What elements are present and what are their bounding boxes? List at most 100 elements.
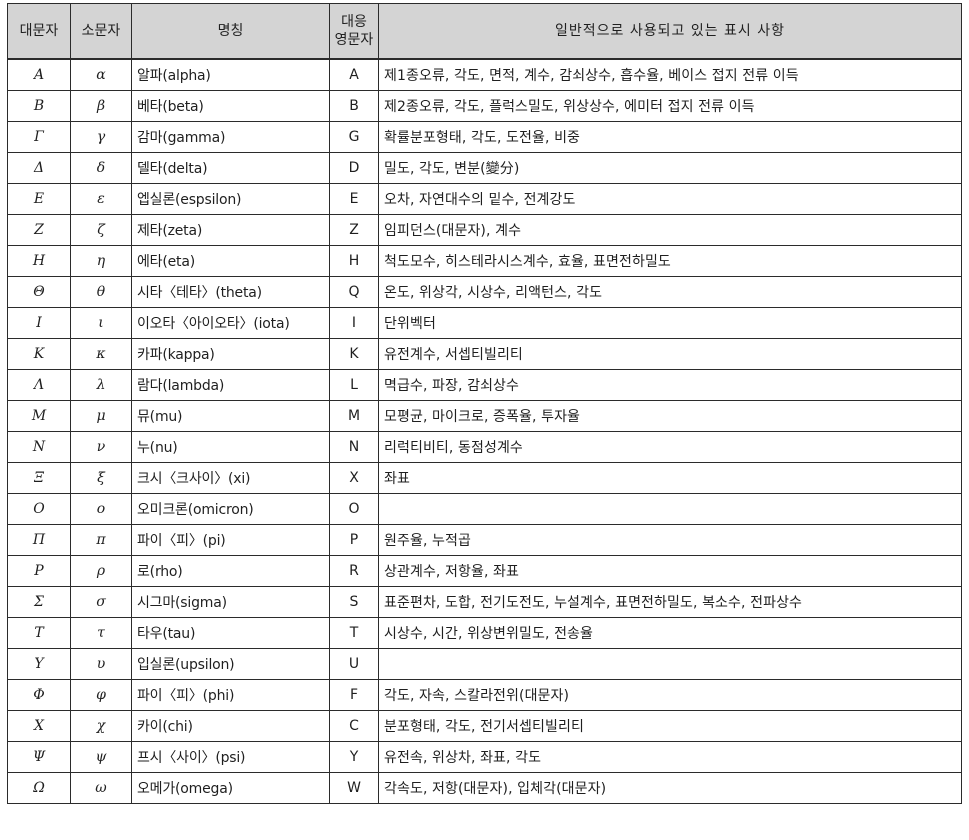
lowercase-letter-cell: π xyxy=(70,524,132,556)
usage-cell: 각속도, 저항(대문자), 입체각(대문자) xyxy=(378,772,962,804)
uppercase-letter-cell: Ω xyxy=(7,772,71,804)
usage-cell: 제2종오류, 각도, 플럭스밀도, 위상상수, 에미터 접지 전류 이득 xyxy=(378,90,962,122)
header-usage: 일반적으로 사용되고 있는 표시 사항 xyxy=(378,3,962,60)
english-letter-cell: D xyxy=(329,152,379,184)
lowercase-letter-cell: δ xyxy=(70,152,132,184)
lowercase-letter-cell: λ xyxy=(70,369,132,401)
lowercase-letter-cell: τ xyxy=(70,617,132,649)
header-name: 명칭 xyxy=(131,3,330,60)
lowercase-letter-cell: η xyxy=(70,245,132,277)
name-cell: 프시〈사이〉(psi) xyxy=(131,741,330,773)
english-letter-cell: N xyxy=(329,431,379,463)
header-row: 대문자 소문자 명칭 대응 영문자 일반적으로 사용되고 있는 표시 사항 xyxy=(7,3,962,60)
english-letter-cell: K xyxy=(329,338,379,370)
english-letter-cell: L xyxy=(329,369,379,401)
english-letter-cell: X xyxy=(329,462,379,494)
uppercase-letter-cell: Γ xyxy=(7,121,71,153)
uppercase-letter-cell: P xyxy=(7,555,71,587)
uppercase-letter-cell: Σ xyxy=(7,586,71,618)
usage-cell: 확률분포형태, 각도, 도전율, 비중 xyxy=(378,121,962,153)
name-cell: 엡실론(espsilon) xyxy=(131,183,330,215)
english-letter-cell: U xyxy=(329,648,379,680)
usage-cell: 단위벡터 xyxy=(378,307,962,339)
uppercase-letter-cell: Ξ xyxy=(7,462,71,494)
lowercase-letter-cell: ζ xyxy=(70,214,132,246)
lowercase-letter-cell: ξ xyxy=(70,462,132,494)
uppercase-letter-cell: A xyxy=(7,58,71,91)
lowercase-letter-cell: χ xyxy=(70,710,132,742)
lowercase-letter-cell: σ xyxy=(70,586,132,618)
usage-cell: 각도, 자속, 스칼라전위(대문자) xyxy=(378,679,962,711)
english-letter-cell: P xyxy=(329,524,379,556)
uppercase-letter-cell: N xyxy=(7,431,71,463)
english-letter-cell: F xyxy=(329,679,379,711)
lowercase-letter-cell: θ xyxy=(70,276,132,308)
english-letter-cell: H xyxy=(329,245,379,277)
english-letter-cell: G xyxy=(329,121,379,153)
usage-cell: 원주율, 누적곱 xyxy=(378,524,962,556)
table-header: 대문자 소문자 명칭 대응 영문자 일반적으로 사용되고 있는 표시 사항 xyxy=(7,3,962,60)
uppercase-letter-cell: X xyxy=(7,710,71,742)
lowercase-letter-cell: γ xyxy=(70,121,132,153)
uppercase-letter-cell: M xyxy=(7,400,71,432)
name-cell: 크시〈크사이〉(xi) xyxy=(131,462,330,494)
uppercase-letter-cell: T xyxy=(7,617,71,649)
header-english-line2: 영문자 xyxy=(334,32,374,48)
header-english-line1: 대응 xyxy=(341,14,367,30)
header-lowercase: 소문자 xyxy=(70,3,132,60)
name-cell: 파이〈피〉(pi) xyxy=(131,524,330,556)
lowercase-letter-cell: β xyxy=(70,90,132,122)
english-letter-cell: C xyxy=(329,710,379,742)
usage-cell: 유전속, 위상차, 좌표, 각도 xyxy=(378,741,962,773)
uppercase-letter-cell: H xyxy=(7,245,71,277)
name-cell: 이오타〈아이오타〉(iota) xyxy=(131,307,330,339)
uppercase-letter-cell: Υ xyxy=(7,648,71,680)
name-cell: 제타(zeta) xyxy=(131,214,330,246)
lowercase-letter-cell: ο xyxy=(70,493,132,525)
english-letter-cell: S xyxy=(329,586,379,618)
uppercase-letter-cell: Z xyxy=(7,214,71,246)
uppercase-letter-cell: Θ xyxy=(7,276,71,308)
name-cell: 시그마(sigma) xyxy=(131,586,330,618)
uppercase-letter-cell: Φ xyxy=(7,679,71,711)
english-letter-cell: E xyxy=(329,183,379,215)
name-cell: 뮤(mu) xyxy=(131,400,330,432)
name-cell: 오미크론(omicron) xyxy=(131,493,330,525)
usage-cell: 리럭티비티, 동점성계수 xyxy=(378,431,962,463)
name-cell: 베타(beta) xyxy=(131,90,330,122)
lowercase-letter-cell: φ xyxy=(70,679,132,711)
uppercase-letter-cell: I xyxy=(7,307,71,339)
lowercase-letter-cell: κ xyxy=(70,338,132,370)
lowercase-letter-cell: ν xyxy=(70,431,132,463)
english-letter-cell: Y xyxy=(329,741,379,773)
english-letter-cell: I xyxy=(329,307,379,339)
lowercase-letter-cell: α xyxy=(70,58,132,91)
english-letter-cell: B xyxy=(329,90,379,122)
name-cell: 감마(gamma) xyxy=(131,121,330,153)
usage-cell: 유전계수, 서셉티빌리티 xyxy=(378,338,962,370)
usage-cell: 멱급수, 파장, 감쇠상수 xyxy=(378,369,962,401)
lowercase-letter-cell: ι xyxy=(70,307,132,339)
uppercase-letter-cell: Δ xyxy=(7,152,71,184)
english-letter-cell: O xyxy=(329,493,379,525)
uppercase-letter-cell: Π xyxy=(7,524,71,556)
usage-cell: 상관계수, 저항율, 좌표 xyxy=(378,555,962,587)
name-cell: 파이〈피〉(phi) xyxy=(131,679,330,711)
lowercase-letter-cell: ε xyxy=(70,183,132,215)
